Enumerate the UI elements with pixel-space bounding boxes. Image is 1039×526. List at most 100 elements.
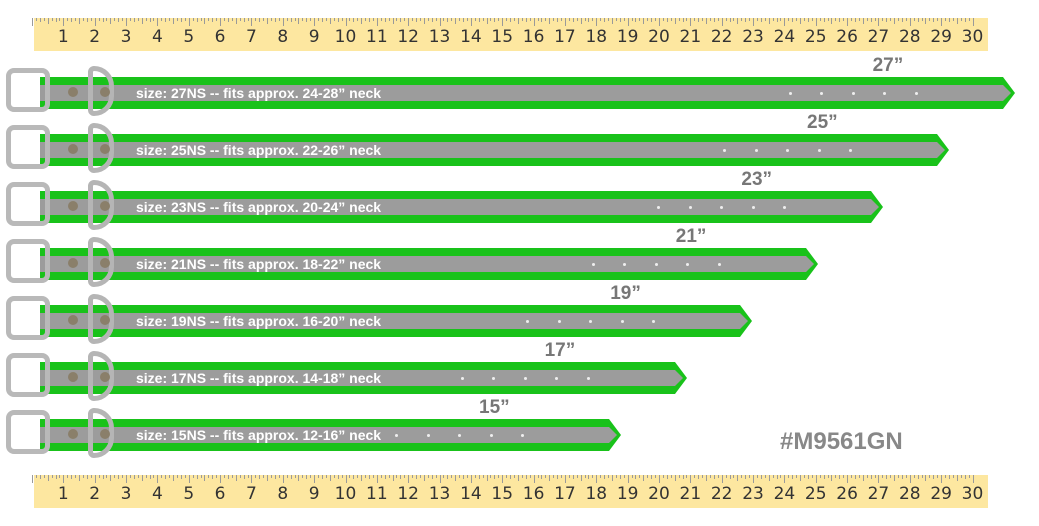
ruler-number: 1 (57, 27, 69, 47)
ruler-tick (584, 475, 586, 478)
ruler-tick (843, 18, 845, 21)
ruler-tick (149, 18, 151, 22)
ruler-tick (698, 18, 700, 22)
ruler-tick (717, 18, 719, 21)
ruler-tick (35, 18, 37, 21)
ruler-number: 7 (246, 484, 257, 504)
ruler-tick (75, 18, 77, 21)
ruler-tick (611, 475, 613, 481)
ruler-tick (220, 475, 222, 483)
ruler-tick (224, 18, 226, 21)
ruler-tick (948, 18, 950, 22)
ruler-tick (525, 18, 527, 22)
ruler-tick (133, 18, 135, 22)
ruler-tick (47, 475, 49, 481)
ruler-tick (75, 475, 77, 478)
ruler-tick (670, 18, 672, 21)
rivet-icon (68, 144, 78, 154)
hole (492, 377, 496, 380)
ruler-tick (807, 18, 809, 22)
ruler-number: 19 (616, 27, 639, 47)
ruler-tick (619, 18, 621, 22)
ruler-number: 26 (836, 27, 858, 47)
ruler-tick (737, 475, 739, 481)
ruler-tick (243, 475, 245, 479)
ruler-tick (529, 475, 531, 478)
size-label: size: 17NS -- fits approx. 14-18” neck (136, 370, 382, 386)
rivet-icon (100, 144, 110, 154)
hole (754, 149, 758, 152)
ruler-tick (118, 475, 120, 479)
ruler-tick (776, 18, 778, 22)
ruler-tick (741, 475, 743, 478)
ruler-tick (623, 18, 625, 21)
ruler-tick (533, 475, 535, 483)
ruler-tick (756, 18, 758, 21)
hole (623, 263, 627, 266)
ruler-tick (365, 475, 367, 478)
ruler-tick (686, 475, 688, 478)
ruler-tick (431, 18, 433, 22)
ruler-tick (678, 475, 680, 478)
ruler-number: 10 (334, 484, 357, 504)
ruler-tick (807, 475, 809, 479)
ruler-tick (568, 18, 570, 21)
ruler-tick (478, 18, 480, 22)
ruler-tick (239, 18, 241, 21)
ruler-tick (447, 475, 449, 479)
ruler-number: 23 (742, 27, 764, 47)
ruler-tick (235, 475, 237, 481)
ruler-tick (937, 475, 939, 478)
ruler-number: 29 (930, 27, 952, 47)
ruler-tick (474, 18, 476, 21)
ruler-tick (686, 18, 688, 21)
ruler-tick (306, 475, 308, 479)
ruler-tick (647, 475, 649, 478)
length-label: 17” (544, 340, 576, 361)
ruler-tick (709, 18, 711, 21)
ruler-tick (180, 18, 182, 22)
ruler-tick (129, 18, 131, 21)
ruler-tick (470, 18, 472, 26)
ruler-tick (353, 18, 355, 22)
ruler-tick (811, 475, 813, 478)
ruler-tick (717, 475, 719, 478)
hole (589, 320, 593, 323)
ruler-tick (502, 18, 504, 26)
ruler-tick (941, 475, 943, 483)
ruler-tick (435, 18, 437, 21)
ruler-tick (341, 475, 343, 478)
ruler-number: 27 (867, 27, 890, 47)
buckle-icon (6, 296, 50, 340)
size-label: size: 27NS -- fits approx. 24-28” neck (136, 85, 382, 101)
ruler-tick (63, 18, 65, 26)
ruler-tick (725, 18, 727, 21)
ruler-tick (800, 475, 802, 481)
ruler-number: 2 (89, 484, 101, 504)
ruler-tick (220, 18, 222, 26)
ruler-tick (517, 18, 519, 24)
ruler-tick (439, 18, 441, 26)
ruler-tick (631, 18, 633, 21)
ruler-tick (580, 18, 582, 24)
ruler-tick (294, 475, 296, 478)
ruler-tick (482, 475, 484, 478)
hole (458, 434, 461, 437)
ruler-tick (278, 18, 280, 21)
ruler-tick (400, 475, 402, 479)
ruler-tick (772, 18, 774, 21)
ruler-tick (498, 475, 500, 478)
ruler-tick (972, 18, 974, 26)
ruler-tick (412, 18, 414, 21)
ruler-tick (929, 18, 931, 21)
ruler-tick (525, 475, 527, 479)
ruler-tick (929, 475, 931, 478)
ruler-top: 1 2 3 4 5 6 7 8 9 10 11 12 13 14 15 16 17 18 19 20 21 22 23 24 2… (32, 18, 988, 51)
ruler-tick (365, 18, 367, 21)
ruler-tick (157, 18, 159, 26)
ruler-number: 15 (491, 27, 514, 47)
product-sku: #M9561GN (780, 428, 903, 455)
ruler-tick (655, 18, 657, 21)
ruler-tick (968, 18, 970, 21)
ruler-tick (263, 475, 265, 478)
